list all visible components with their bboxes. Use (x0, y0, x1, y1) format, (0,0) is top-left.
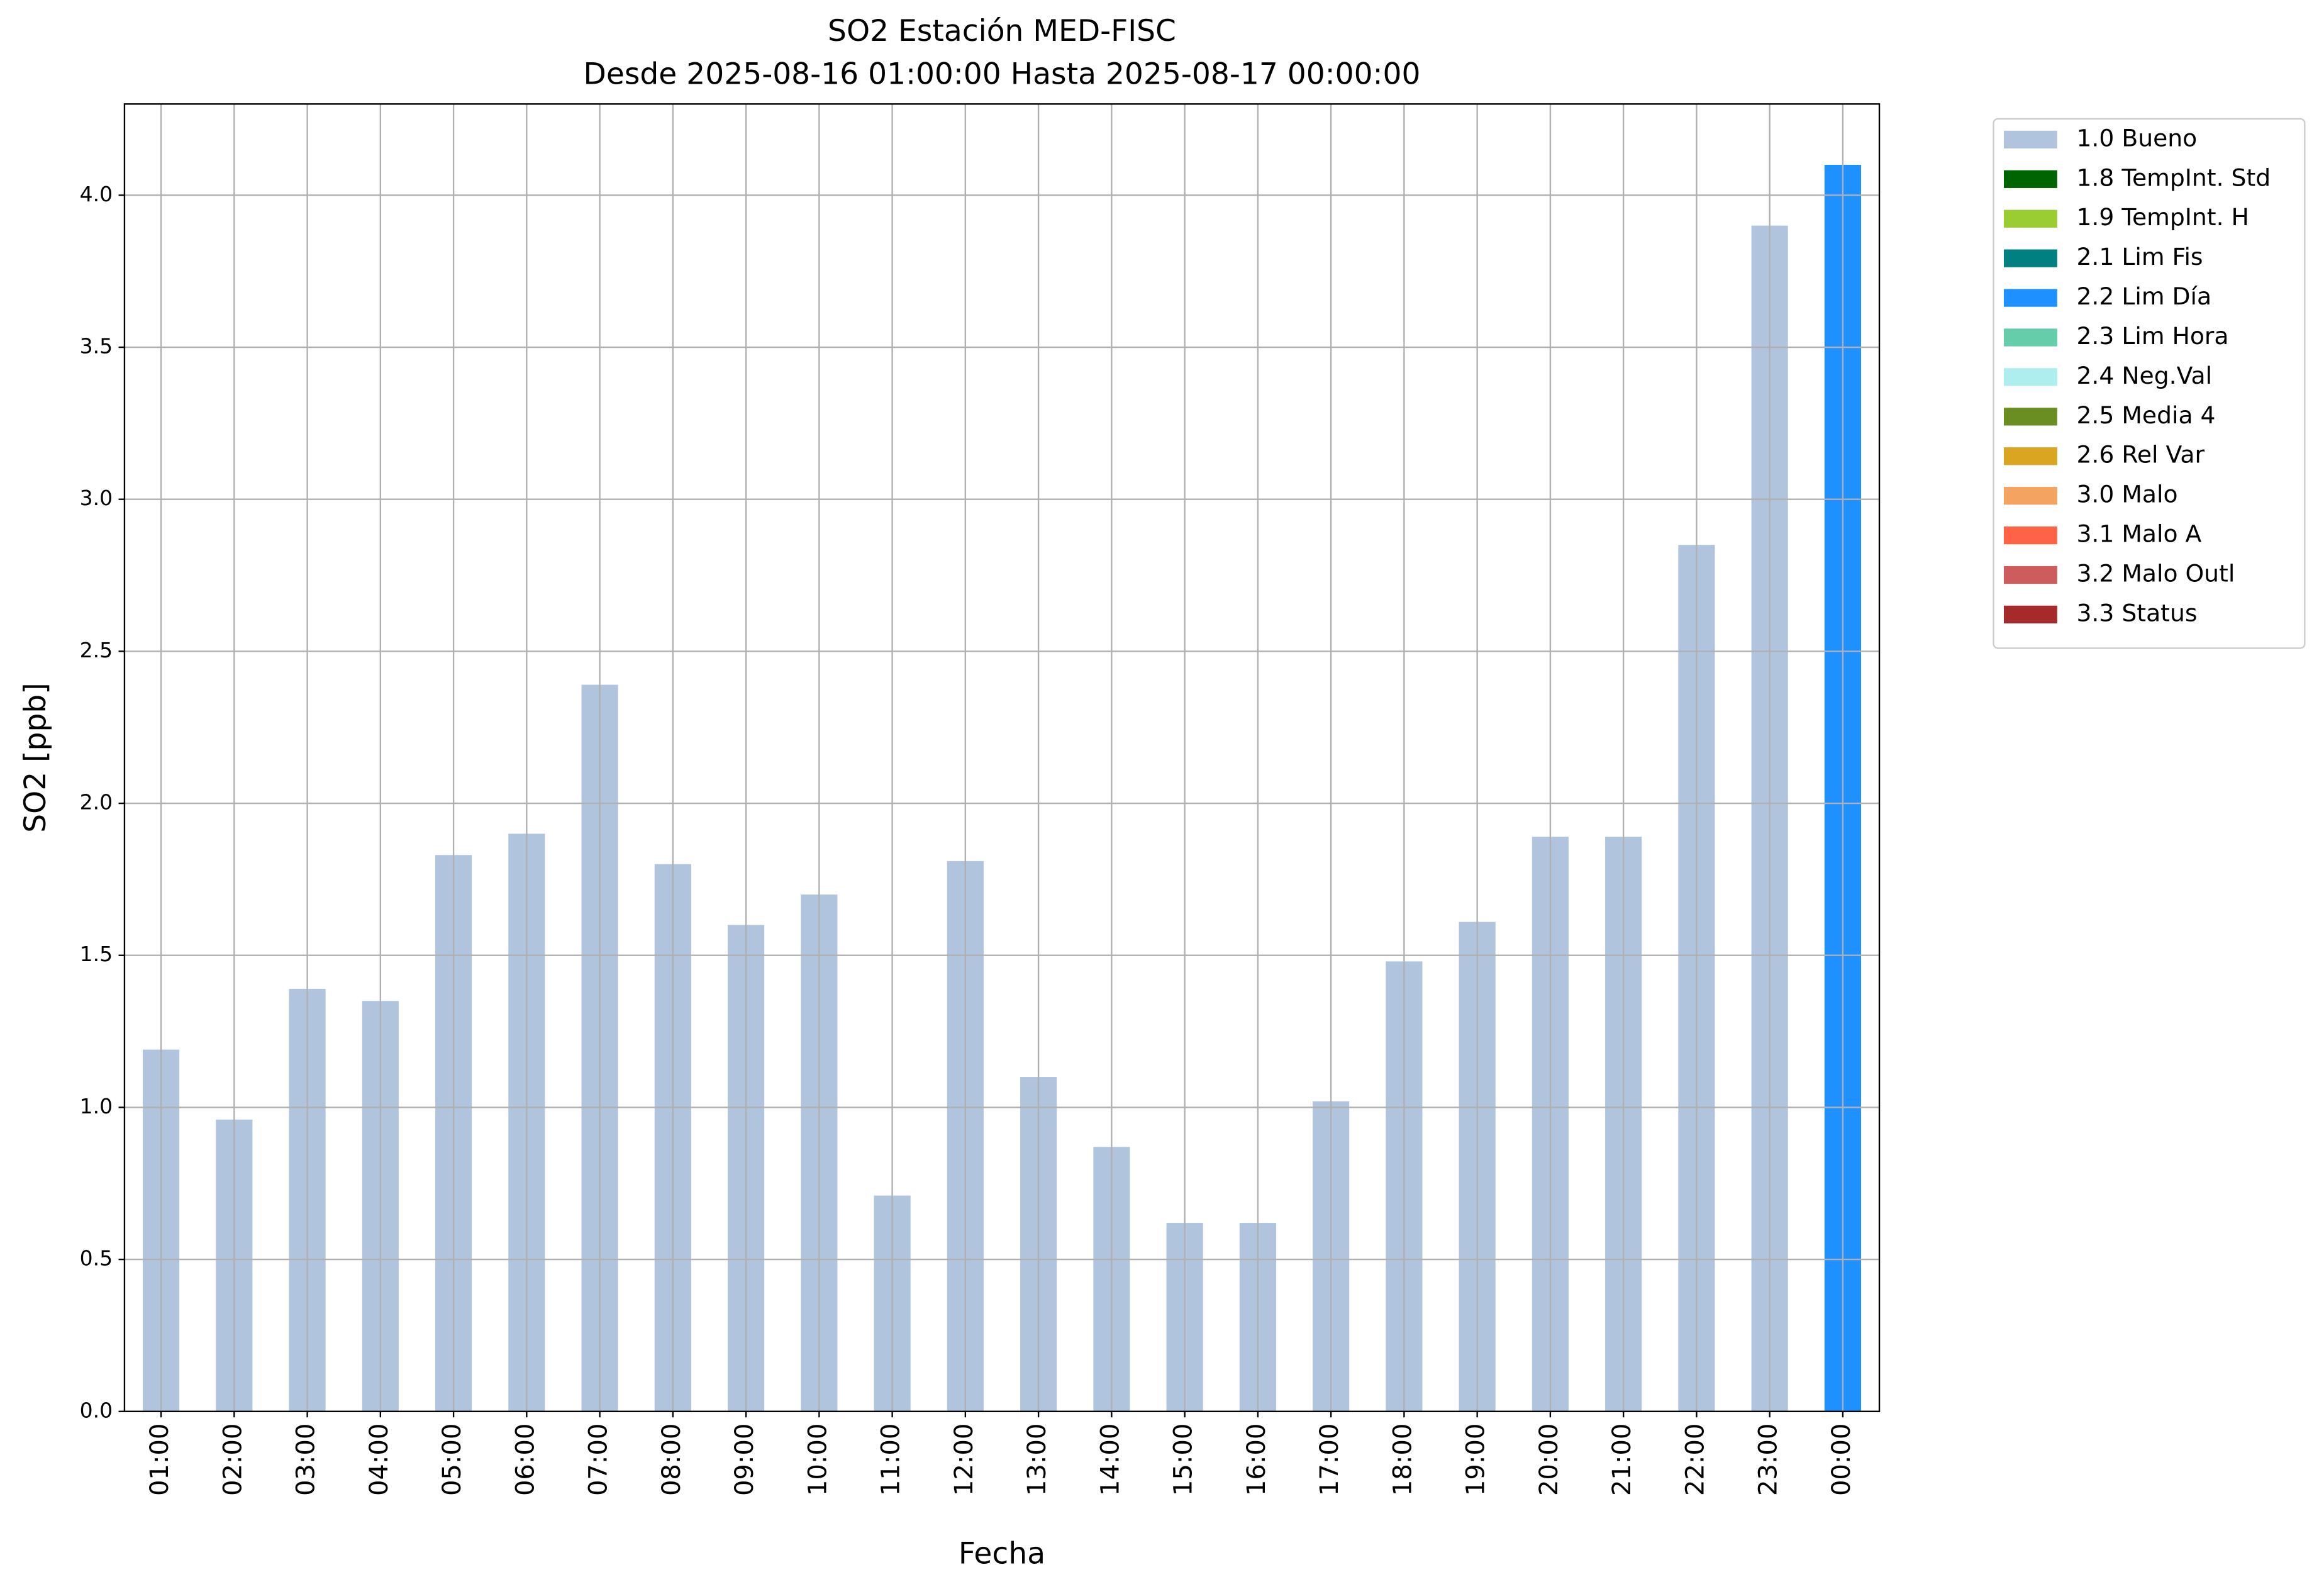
x-tick-label: 00:00 (1827, 1424, 1856, 1496)
legend-swatch (2003, 526, 2057, 545)
legend-label: 2.6 Rel Var (2076, 441, 2204, 469)
chart-title: SO2 Estación MED-FISC (828, 14, 1176, 48)
legend-swatch (2003, 368, 2057, 386)
x-tick-label: 03:00 (292, 1424, 321, 1496)
legend-swatch (2003, 170, 2057, 188)
legend-label: 2.3 Lim Hora (2076, 322, 2228, 350)
x-tick-label: 14:00 (1096, 1424, 1125, 1496)
legend-swatch (2003, 487, 2057, 505)
legend-label: 2.5 Media 4 (2076, 401, 2215, 429)
legend-swatch (2003, 447, 2057, 465)
legend-label: 3.2 Malo Outl (2076, 559, 2235, 587)
plot-frame (123, 103, 1881, 1412)
legend-label: 3.0 Malo (2076, 481, 2177, 508)
x-tick-label: 05:00 (438, 1424, 467, 1496)
legend-label: 2.4 Neg.Val (2076, 362, 2212, 389)
legend-label: 1.8 TempInt. Std (2076, 164, 2271, 191)
x-tick-label: 10:00 (803, 1424, 832, 1496)
x-tick-label: 13:00 (1023, 1424, 1052, 1496)
y-tick-label: 4.0 (80, 182, 113, 206)
legend-label: 1.9 TempInt. H (2076, 203, 2249, 231)
x-tick-label: 21:00 (1608, 1424, 1637, 1496)
x-tick-label: 18:00 (1388, 1424, 1417, 1496)
y-tick-label: 2.0 (80, 790, 113, 815)
y-tick-label: 3.0 (80, 486, 113, 510)
legend-swatch (2003, 249, 2057, 267)
x-tick-label: 16:00 (1242, 1424, 1271, 1496)
x-tick-label: 07:00 (584, 1424, 613, 1496)
x-tick-label: 19:00 (1462, 1424, 1491, 1496)
x-tick-label: 11:00 (877, 1424, 906, 1496)
legend-swatch (2003, 605, 2057, 624)
x-tick-label: 06:00 (511, 1424, 540, 1496)
y-tick-label: 0.0 (80, 1398, 113, 1422)
y-tick-label: 1.0 (80, 1094, 113, 1118)
chart-subtitle: Desde 2025-08-16 01:00:00 Hasta 2025-08-… (584, 57, 1421, 92)
y-axis-label: SO2 [ppb] (18, 683, 53, 832)
legend-box (1993, 118, 2306, 649)
legend-label: 2.2 Lim Día (2076, 282, 2211, 310)
y-tick-label: 2.5 (80, 638, 113, 662)
legend-label: 3.3 Status (2076, 599, 2197, 627)
x-tick-label: 20:00 (1535, 1424, 1564, 1496)
legend-swatch (2003, 566, 2057, 584)
x-tick-label: 04:00 (365, 1424, 394, 1496)
x-tick-label: 08:00 (657, 1424, 686, 1496)
y-tick-label: 3.5 (80, 334, 113, 359)
x-tick-label: 09:00 (730, 1424, 759, 1496)
legend-label: 2.1 Lim Fis (2076, 243, 2203, 270)
x-tick-label: 22:00 (1681, 1424, 1710, 1496)
legend-label: 1.0 Bueno (2076, 124, 2197, 152)
y-tick-label: 0.5 (80, 1246, 113, 1271)
x-tick-label: 12:00 (950, 1424, 979, 1496)
x-tick-label: 02:00 (218, 1424, 247, 1496)
legend-swatch (2003, 328, 2057, 347)
legend-swatch (2003, 408, 2057, 426)
x-tick-label: 17:00 (1315, 1424, 1344, 1496)
x-tick-label: 01:00 (145, 1424, 174, 1496)
legend-swatch (2003, 130, 2057, 149)
legend-swatch (2003, 209, 2057, 228)
legend-label: 3.1 Malo A (2076, 520, 2201, 548)
y-tick-label: 1.5 (80, 942, 113, 966)
x-axis-label: Fecha (959, 1536, 1045, 1571)
x-tick-label: 15:00 (1169, 1424, 1198, 1496)
legend-swatch (2003, 289, 2057, 307)
x-tick-label: 23:00 (1754, 1424, 1783, 1496)
